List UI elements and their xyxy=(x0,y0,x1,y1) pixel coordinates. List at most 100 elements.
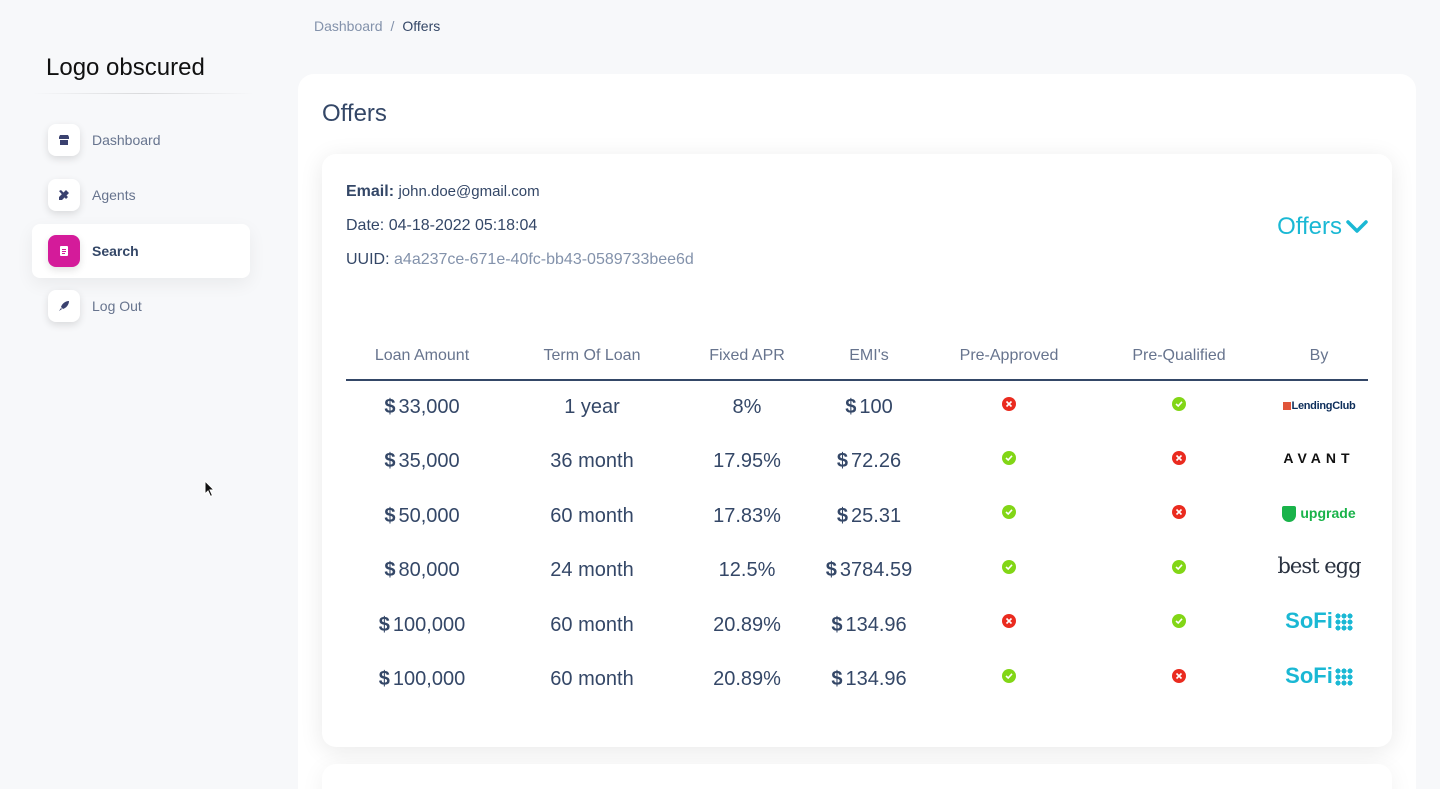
emi-cell: $100 xyxy=(808,380,930,435)
check-icon xyxy=(1002,668,1016,683)
loan-amount-cell: $100,000 xyxy=(346,653,498,708)
emi-value: 100 xyxy=(859,396,893,419)
sidebar-item-label: Dashboard xyxy=(92,132,161,148)
lender-cell: LendingClub xyxy=(1270,380,1368,435)
uuid-label: UUID: xyxy=(346,251,390,268)
document-icon xyxy=(48,235,80,267)
x-icon xyxy=(1172,505,1186,520)
upgrade-shield-icon xyxy=(1282,506,1297,523)
sidebar-item-search[interactable]: Search xyxy=(32,224,250,278)
pre-qualified-cell xyxy=(1088,380,1270,435)
apr-cell: 20.89% xyxy=(713,613,781,636)
check-icon xyxy=(1172,614,1186,629)
pre-approved-cell xyxy=(930,380,1088,435)
pre-approved-cell xyxy=(930,653,1088,708)
lender-logo: SoFi xyxy=(1285,663,1353,689)
lender-logo: AVANT xyxy=(1283,450,1354,466)
currency-symbol: $ xyxy=(384,396,396,419)
term-cell: 60 month xyxy=(550,504,634,527)
currency-symbol: $ xyxy=(384,450,396,473)
emi-value: 134.96 xyxy=(845,668,907,691)
currency-symbol: $ xyxy=(836,504,849,527)
currency-symbol: $ xyxy=(378,613,390,636)
apr-cell: 8% xyxy=(732,396,762,419)
tools-icon xyxy=(48,179,80,211)
breadcrumb-dashboard-link[interactable]: Dashboard xyxy=(314,18,383,34)
pre-approved-cell xyxy=(930,544,1088,599)
lender-logo: SoFi xyxy=(1285,608,1353,634)
check-icon xyxy=(1002,559,1016,574)
lender-logo: upgrade xyxy=(1282,504,1356,523)
loan-amount-cell: $100,000 xyxy=(346,598,498,653)
lender-name: LendingClub xyxy=(1291,400,1356,413)
emi-value: 3784.59 xyxy=(839,559,913,582)
pre-qualified-cell xyxy=(1088,435,1270,490)
check-icon xyxy=(1002,450,1016,465)
x-icon xyxy=(1002,614,1016,629)
x-icon xyxy=(1172,450,1186,465)
loan-amount-value: 35,000 xyxy=(398,450,460,473)
sidebar-item-label: Agents xyxy=(92,187,136,203)
emi-cell: $134.96 xyxy=(808,598,930,653)
column-header-pre-qualified: Pre-Qualified xyxy=(1088,332,1270,381)
currency-symbol: $ xyxy=(836,450,849,473)
check-icon xyxy=(1002,505,1016,520)
emi-value: 25.31 xyxy=(851,504,902,527)
loan-amount-value: 50,000 xyxy=(398,504,460,527)
column-header-by: By xyxy=(1270,332,1368,381)
lender-name: SoFi xyxy=(1285,662,1333,688)
lender-cell: upgrade xyxy=(1270,489,1368,544)
emi-cell: $134.96 xyxy=(808,653,930,708)
lender-cell: SoFi xyxy=(1270,653,1368,708)
lender-name: upgrade xyxy=(1300,504,1356,521)
term-cell: 24 month xyxy=(550,559,634,582)
table-header-row: Loan Amount Term Of Loan Fixed APR EMI's… xyxy=(346,332,1368,381)
logo-divider xyxy=(32,93,254,94)
column-header-pre-approved: Pre-Approved xyxy=(930,332,1088,381)
column-header-loan-amount: Loan Amount xyxy=(346,332,498,381)
emi-cell: $72.26 xyxy=(808,435,930,490)
emi-value: 72.26 xyxy=(851,450,902,473)
apr-cell: 17.83% xyxy=(713,504,781,527)
sidebar-item-logout[interactable]: Log Out xyxy=(32,279,250,333)
lender-name: best egg xyxy=(1277,554,1361,579)
offers-toggle-button[interactable]: Offers xyxy=(1277,213,1368,241)
check-icon xyxy=(1172,559,1186,574)
table-row: $35,000 36 month 17.95% $72.26 AVANT xyxy=(346,435,1368,490)
column-header-term: Term Of Loan xyxy=(498,332,686,381)
pre-approved-cell xyxy=(930,489,1088,544)
term-cell: 60 month xyxy=(550,613,634,636)
table-row: $100,000 60 month 20.89% $134.96 SoFi xyxy=(346,598,1368,653)
uuid-value: a4a237ce-671e-40fc-bb43-0589733bee6d xyxy=(394,251,694,268)
chevron-down-icon xyxy=(1346,220,1368,233)
offers-table: Loan Amount Term Of Loan Fixed APR EMI's… xyxy=(346,332,1368,707)
pre-approved-cell xyxy=(930,598,1088,653)
email-value: john.doe@gmail.com xyxy=(398,183,540,200)
pre-qualified-cell xyxy=(1088,653,1270,708)
apr-cell: 17.95% xyxy=(713,450,781,473)
emi-cell: $3784.59 xyxy=(808,544,930,599)
lender-cell: best egg xyxy=(1270,544,1368,599)
sidebar-item-dashboard[interactable]: Dashboard xyxy=(32,113,250,167)
term-cell: 36 month xyxy=(550,450,634,473)
loan-amount-cell: $50,000 xyxy=(346,489,498,544)
breadcrumb: Dashboard / Offers xyxy=(314,18,440,34)
page-title: Offers xyxy=(322,100,387,127)
table-row: $100,000 60 month 20.89% $134.96 SoFi xyxy=(346,653,1368,708)
table-row: $33,000 1 year 8% $100 LendingClub xyxy=(346,380,1368,435)
breadcrumb-current: Offers xyxy=(402,18,441,34)
sidebar-item-agents[interactable]: Agents xyxy=(32,168,250,222)
offers-toggle-label: Offers xyxy=(1277,213,1342,240)
emi-cell: $25.31 xyxy=(808,489,930,544)
date-value: 04-18-2022 05:18:04 xyxy=(388,217,538,234)
sofi-dots-icon xyxy=(1334,613,1353,632)
pre-qualified-cell xyxy=(1088,598,1270,653)
lender-logo: LendingClub xyxy=(1282,400,1356,413)
loan-amount-cell: $35,000 xyxy=(346,435,498,490)
lender-name: AVANT xyxy=(1283,450,1355,467)
breadcrumb-separator: / xyxy=(390,18,395,34)
mouse-cursor-icon xyxy=(204,480,216,498)
loan-amount-value: 80,000 xyxy=(398,559,460,582)
loan-amount-value: 100,000 xyxy=(392,668,466,691)
column-header-emi: EMI's xyxy=(808,332,930,381)
